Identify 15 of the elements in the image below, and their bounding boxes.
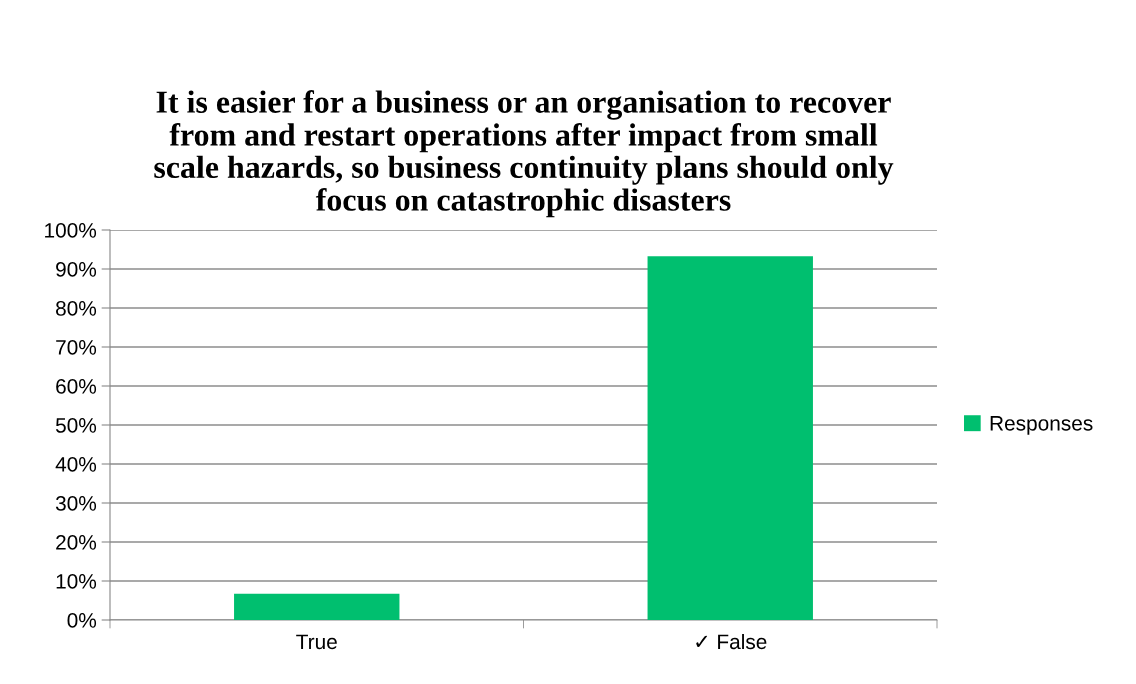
y-tick-label: 80% [56, 301, 97, 316]
x-tick-label: ✓ False [696, 633, 767, 650]
y-tick-label: 40% [55, 457, 97, 472]
x-tick-label: True [296, 634, 337, 650]
y-tick-label: 70% [56, 340, 97, 355]
y-tick-label: 50% [55, 418, 97, 433]
y-tick-label: 0% [67, 613, 97, 628]
y-tick-label: 90% [56, 262, 97, 277]
y-tick-label: 10% [56, 574, 97, 589]
chart-title: It is easier for a business or an organisation to recover from and restart operations after impact from small scale hazards, so business continuity plans should only focus on catastrophic disasters [154, 90, 894, 218]
y-tick-label: 100% [45, 223, 97, 238]
y-tick-label: 60% [56, 379, 97, 394]
y-tick-label: 30% [55, 496, 97, 511]
legend-label: Responses [990, 416, 1093, 435]
y-tick-label: 20% [56, 535, 97, 550]
